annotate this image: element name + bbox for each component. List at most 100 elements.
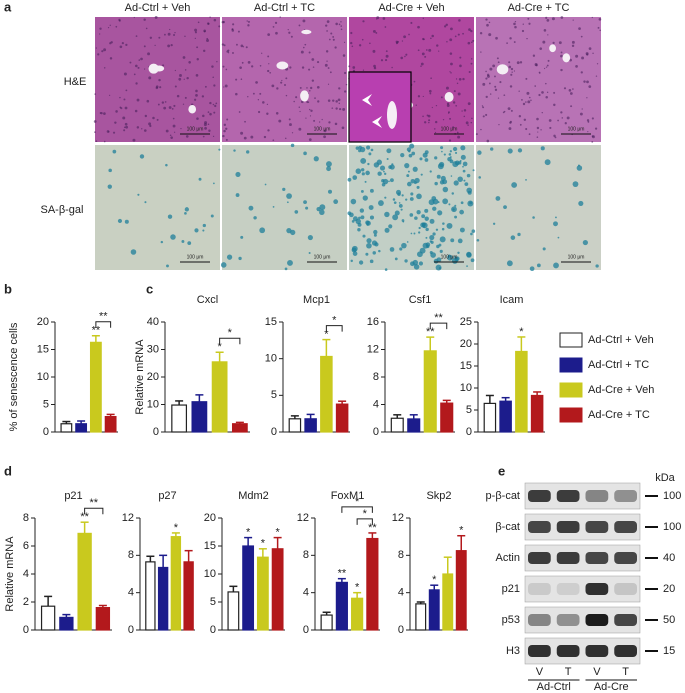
he-nucleus: [489, 67, 493, 71]
gal-stain: [418, 231, 421, 234]
bar: [271, 548, 284, 631]
chart-title: Mdm2: [238, 490, 269, 502]
gal-stain: [460, 145, 466, 151]
he-nucleus: [244, 120, 246, 123]
group-label: Ad-Ctrl: [537, 681, 571, 693]
he-nucleus: [174, 69, 176, 72]
bar: [170, 536, 182, 631]
he-nucleus: [420, 62, 424, 66]
gal-stain: [503, 205, 507, 209]
y-axis-label: Relative mRNA: [4, 536, 16, 612]
significance: **: [426, 326, 435, 338]
gal-stain: [352, 175, 358, 180]
gal-stain: [284, 267, 288, 271]
he-nucleus: [511, 71, 513, 73]
he-nucleus: [471, 117, 473, 120]
he-nucleus: [463, 115, 466, 118]
gal-stain: [220, 262, 227, 268]
lane-label: T: [565, 666, 572, 678]
gal-stain: [406, 174, 410, 178]
he-nucleus: [201, 95, 205, 98]
he-nucleus: [376, 18, 378, 20]
he-nucleus: [485, 95, 488, 99]
gal-stain: [386, 157, 389, 161]
gal-stain: [451, 192, 455, 195]
he-nucleus: [422, 95, 424, 98]
gal-stain: [490, 147, 494, 151]
significance: **: [92, 325, 101, 337]
he-nucleus: [97, 53, 100, 56]
bracket: [429, 322, 448, 330]
gal-stain: [536, 263, 541, 268]
he-nucleus: [518, 90, 520, 92]
bracket-label: *: [363, 508, 368, 520]
he-nucleus: [513, 41, 516, 43]
chart-title: FoxM1: [331, 490, 365, 502]
he-nucleus: [305, 117, 307, 119]
gal-stain: [303, 200, 307, 205]
he-nucleus: [259, 65, 262, 67]
he-nucleus: [304, 43, 307, 46]
he-nucleus: [245, 46, 248, 49]
he-nucleus: [570, 105, 573, 108]
gal-stain: [355, 146, 360, 150]
he-nucleus: [422, 17, 425, 20]
gal-stain: [326, 166, 331, 172]
he-nucleus: [99, 27, 102, 30]
he-nucleus: [237, 30, 240, 33]
he-nucleus: [204, 121, 208, 125]
he-nucleus: [306, 87, 308, 89]
he-nucleus: [543, 67, 546, 70]
gal-stain: [194, 228, 199, 233]
he-nucleus: [482, 82, 486, 86]
gal-stain: [459, 227, 465, 233]
y-tick-label: 0: [398, 624, 404, 636]
gal-stain: [373, 229, 378, 235]
he-nucleus: [513, 22, 516, 26]
he-nucleus: [338, 102, 341, 105]
bar: [95, 606, 111, 631]
y-tick-label: 5: [43, 398, 49, 410]
he-nucleus: [268, 63, 270, 65]
he-nucleus: [122, 116, 126, 120]
gal-stain: [202, 223, 206, 228]
gal-stain: [351, 245, 358, 252]
he-nucleus: [240, 78, 243, 80]
he-nucleus: [308, 51, 311, 54]
legend-label: Ad-Ctrl + Veh: [588, 334, 654, 346]
he-nucleus: [334, 46, 337, 49]
he-nucleus: [123, 72, 127, 76]
he-nucleus: [518, 115, 522, 118]
he-nucleus: [213, 18, 217, 22]
he-nucleus: [486, 139, 490, 143]
he-nucleus: [449, 117, 451, 120]
gal-stain: [452, 208, 455, 211]
he-nucleus: [290, 35, 293, 38]
gal-stain: [578, 200, 584, 206]
he-nucleus: [99, 112, 102, 114]
he-nucleus: [226, 118, 229, 121]
significance: **: [368, 522, 377, 534]
gal-stain: [397, 192, 401, 197]
he-nucleus: [182, 103, 185, 105]
he-nucleus: [457, 135, 461, 139]
he-nucleus: [206, 37, 209, 40]
he-nucleus: [129, 61, 132, 64]
bar: [77, 532, 92, 631]
he-nucleus: [223, 129, 226, 133]
he-nucleus: [178, 77, 182, 81]
he-nucleus: [157, 103, 160, 106]
he-nucleus: [287, 28, 289, 31]
he-nucleus: [542, 40, 546, 44]
bar: [183, 561, 194, 631]
he-nucleus: [578, 27, 581, 30]
he-nucleus: [569, 58, 572, 62]
he-nucleus: [247, 24, 250, 27]
he-nucleus: [508, 65, 512, 69]
blot-band: [614, 552, 637, 564]
gal-stain: [170, 234, 176, 240]
gal-stain: [374, 242, 379, 247]
gal-stain: [409, 197, 414, 201]
y-tick-label: 4: [398, 587, 404, 599]
he-nucleus: [362, 69, 365, 71]
